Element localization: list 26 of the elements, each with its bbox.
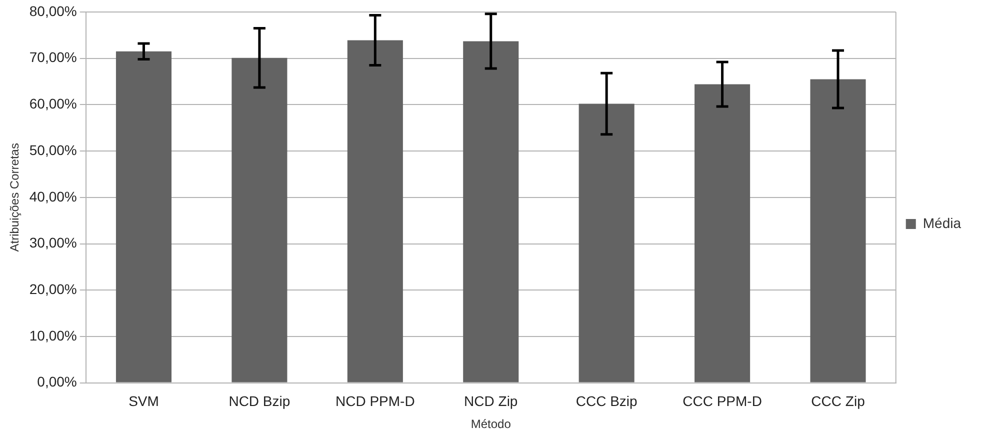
x-tick-label: NCD Zip — [464, 393, 518, 410]
bar — [232, 58, 288, 382]
y-tick-label: 0,00% — [37, 374, 77, 390]
y-axis-title: Atribuições Corretas — [8, 143, 22, 252]
y-tick-label: 50,00% — [29, 142, 77, 158]
legend-label: Média — [922, 214, 962, 231]
x-tick-label: NCD Bzip — [228, 393, 290, 410]
bar — [810, 79, 866, 382]
x-tick-label: NCD PPM-D — [335, 393, 415, 410]
x-axis-title: Método — [470, 417, 512, 432]
bar — [347, 40, 403, 382]
x-tick-label: CCC Zip — [811, 393, 866, 410]
x-tick-label: SVM — [128, 393, 159, 410]
y-tick-label: 60,00% — [29, 96, 77, 112]
x-tick-label: CCC PPM-D — [682, 393, 762, 410]
x-tick-label: CCC Bzip — [576, 393, 638, 410]
bar — [578, 104, 634, 382]
y-tick-label: 20,00% — [29, 280, 77, 297]
bar — [694, 84, 750, 382]
bar — [116, 51, 172, 382]
y-tick-label: 40,00% — [29, 188, 77, 204]
bar — [463, 41, 519, 382]
y-tick-label: 80,00% — [29, 2, 77, 19]
y-tick-label: 30,00% — [29, 234, 77, 251]
y-tick-label: 70,00% — [29, 49, 77, 66]
y-tick-label: 10,00% — [29, 327, 77, 344]
